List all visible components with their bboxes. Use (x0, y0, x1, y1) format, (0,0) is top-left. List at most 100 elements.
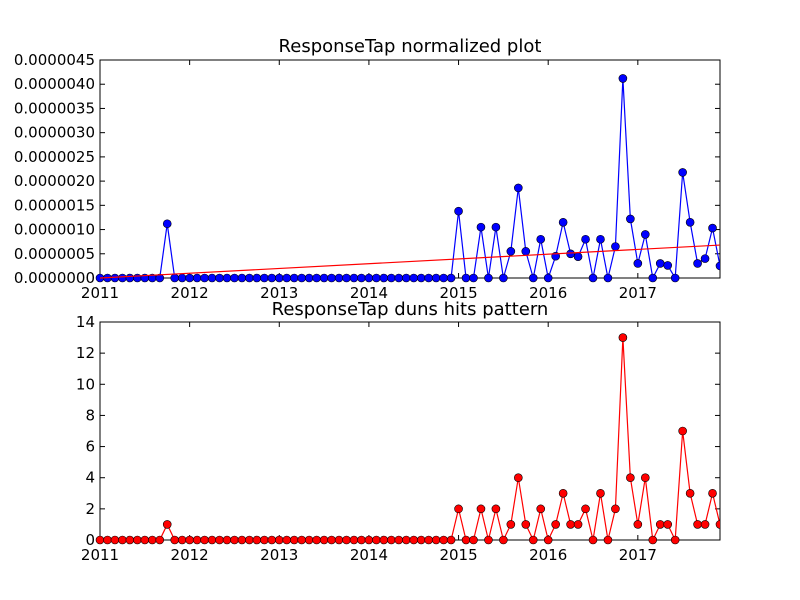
data-point (663, 520, 673, 529)
data-point (655, 520, 665, 529)
data-point (469, 535, 478, 545)
data-point (401, 535, 411, 545)
data-point (708, 223, 717, 233)
data-point (274, 535, 284, 545)
data-point (297, 535, 306, 545)
data-point (364, 535, 374, 545)
data-point (588, 273, 598, 283)
data-point (185, 535, 194, 545)
data-point (685, 217, 695, 227)
data-point (237, 273, 247, 283)
data-point (678, 426, 687, 436)
data-point (633, 520, 643, 529)
data-point (484, 535, 493, 545)
data-point (603, 535, 613, 545)
data-point (260, 273, 269, 283)
data-point (334, 273, 344, 283)
data-point (372, 535, 381, 545)
data-point (670, 535, 680, 545)
data-point (334, 535, 344, 545)
data-point (118, 273, 127, 283)
y-tick-label: 0.0000010 (14, 221, 95, 239)
data-point (379, 273, 389, 283)
data-point (319, 273, 329, 283)
data-point (431, 535, 441, 545)
data-point (357, 273, 366, 283)
y-tick-label: 0.0000025 (14, 148, 95, 166)
data-point (282, 273, 292, 283)
data-point (626, 214, 635, 224)
data-point (401, 273, 411, 283)
y-tick-label: 0.0000020 (14, 172, 95, 190)
data-point (514, 473, 523, 483)
y-tick-label: 8 (85, 406, 95, 424)
data-point (528, 273, 538, 283)
x-tick-label: 2014 (350, 284, 388, 302)
data-point (230, 535, 239, 545)
data-point (596, 234, 605, 244)
data-point (581, 504, 590, 514)
data-point (678, 168, 687, 177)
x-tick-label: 2016 (529, 546, 567, 564)
y-tick-label: 4 (85, 469, 95, 487)
data-point (192, 273, 202, 283)
data-point (424, 273, 433, 283)
data-point (267, 273, 277, 283)
data-point (372, 273, 381, 283)
data-point (155, 535, 165, 545)
data-point (177, 535, 187, 545)
data-point (611, 242, 620, 251)
data-point (633, 259, 643, 268)
data-point (506, 520, 516, 529)
data-point (446, 535, 456, 545)
data-point (312, 273, 321, 283)
data-point (573, 252, 583, 261)
data-point (431, 273, 441, 283)
data-point (289, 273, 299, 283)
x-tick-label: 2017 (619, 546, 657, 564)
data-point (715, 520, 720, 529)
data-point (110, 273, 120, 283)
y-tick-label: 0.0000005 (14, 245, 95, 263)
data-point (252, 273, 262, 283)
data-point (222, 273, 232, 283)
data-point (566, 520, 575, 529)
normalized-plot-title: ResponseTap normalized plot (279, 36, 542, 57)
data-point (641, 473, 650, 483)
data-point (491, 222, 501, 232)
data-point (260, 535, 269, 545)
y-tick-label: 0.0000040 (14, 75, 95, 93)
data-point (603, 273, 613, 283)
data-point (274, 273, 284, 283)
data-point (192, 535, 202, 545)
data-point (454, 206, 463, 216)
data-point (379, 535, 389, 545)
data-point (648, 273, 658, 283)
data-point (387, 273, 396, 283)
data-point (551, 520, 560, 529)
data-point (364, 273, 374, 283)
data-point (297, 273, 306, 283)
y-tick-label: 2 (85, 500, 95, 518)
plot-area (95, 333, 720, 545)
data-point (304, 535, 314, 545)
data-point (543, 535, 553, 545)
y-tick-label: 0.0000015 (14, 196, 95, 214)
data-point (170, 535, 179, 545)
y-tick-label: 0.0000030 (14, 124, 95, 142)
data-point (319, 535, 329, 545)
data-point (207, 535, 217, 545)
data-point (648, 535, 658, 545)
data-point (506, 247, 516, 256)
data-point (409, 273, 419, 283)
x-tick-label: 2014 (350, 546, 388, 564)
data-point (170, 273, 179, 283)
data-point (536, 504, 546, 514)
data-point (125, 535, 135, 545)
data-point (708, 488, 717, 498)
data-point (133, 273, 142, 283)
data-point (700, 254, 710, 263)
plot-area (95, 74, 720, 283)
x-tick-label: 2011 (81, 284, 119, 302)
